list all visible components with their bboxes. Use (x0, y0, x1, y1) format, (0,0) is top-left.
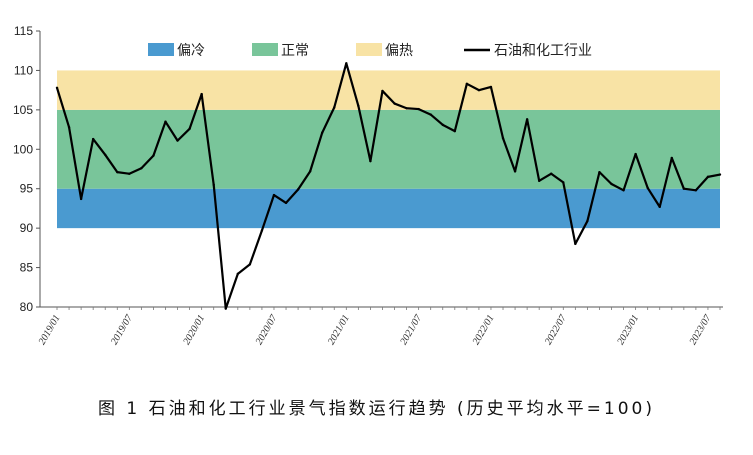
data-point (477, 88, 481, 92)
band-cold (57, 188, 720, 229)
legend: 偏冷 正常 偏热 石油和化工行业 (148, 43, 592, 59)
data-point (140, 167, 143, 170)
data-point (224, 307, 227, 310)
series-line (55, 62, 721, 310)
y-tick-label: 105 (13, 103, 33, 117)
data-point (104, 153, 107, 157)
data-point (188, 127, 191, 130)
chart-container: 80 85 90 95 100 105 110 115 2019/01 2019/07 2020/0… (13, 24, 723, 347)
data-point (381, 89, 384, 93)
data-point (284, 201, 288, 205)
x-tick-label: 2023/01 (615, 313, 641, 347)
x-tick-label: 2019/07 (109, 312, 135, 347)
data-point (55, 86, 59, 89)
y-tick-label: 95 (20, 182, 34, 196)
x-tick-label: 2021/01 (326, 313, 352, 347)
data-point (718, 173, 722, 176)
data-point (405, 107, 408, 110)
x-tick-label: 2019/01 (37, 313, 63, 347)
y-tick-label: 110 (14, 63, 33, 77)
data-point (91, 137, 95, 141)
x-tick-label: 2020/07 (254, 312, 280, 347)
data-point (236, 272, 240, 276)
data-point (429, 113, 432, 116)
data-point (176, 139, 179, 142)
data-point (393, 102, 396, 105)
data-point (67, 126, 71, 129)
data-point (212, 183, 215, 186)
data-point (501, 137, 505, 140)
y-tick-label: 115 (14, 24, 33, 38)
data-point (465, 82, 469, 86)
data-point (634, 152, 637, 156)
data-point (694, 189, 698, 192)
x-tick-label: 2022/01 (471, 313, 497, 347)
data-point (248, 263, 252, 266)
data-point (116, 170, 119, 174)
data-point (658, 205, 661, 209)
data-point (670, 156, 673, 160)
legend-label: 偏冷 (177, 43, 205, 59)
data-point (550, 172, 553, 175)
data-point (537, 179, 541, 183)
figure-caption: 图 1 石油和化工行业景气指数运行趋势 (历史平均水平=100) (98, 399, 655, 419)
legend-swatch-normal (252, 43, 278, 56)
data-point (164, 120, 167, 123)
data-point (152, 154, 155, 157)
data-point (610, 182, 613, 186)
data-point (296, 188, 300, 191)
data-point (345, 62, 348, 65)
data-point (441, 123, 444, 127)
band-hot (57, 70, 720, 110)
data-point (369, 159, 372, 163)
data-point (562, 181, 565, 184)
y-tick-label: 100 (13, 142, 33, 156)
y-tick-label: 85 (20, 261, 34, 275)
data-point (489, 85, 493, 89)
data-point (598, 170, 601, 174)
x-tick-label: 2020/01 (181, 313, 207, 347)
data-point (417, 107, 420, 111)
legend-label: 石油和化工行业 (494, 43, 592, 59)
data-point (574, 242, 577, 246)
data-point (200, 92, 203, 96)
y-tick-label: 80 (20, 300, 34, 314)
data-point (272, 193, 276, 197)
data-point (513, 170, 517, 173)
series-layer (55, 62, 722, 310)
legend-swatch-hot (356, 43, 382, 56)
data-point (646, 186, 649, 190)
data-point (706, 175, 710, 179)
data-point (79, 197, 83, 201)
y-tick-label: 90 (20, 221, 34, 235)
x-tick-label: 2023/07 (688, 312, 714, 347)
legend-label: 正常 (281, 43, 309, 59)
x-tick-label: 2021/07 (398, 312, 424, 347)
data-point (321, 131, 324, 134)
data-point (128, 172, 131, 175)
x-tick-label: 2022/07 (543, 312, 569, 347)
data-point (308, 170, 312, 173)
data-point (260, 229, 264, 232)
data-point (357, 104, 360, 108)
data-point (586, 219, 589, 223)
data-point (453, 129, 456, 133)
line-chart: 80 85 90 95 100 105 110 115 2019/01 2019/07 2020/0… (13, 24, 723, 347)
data-point (525, 118, 529, 121)
data-point (622, 189, 625, 192)
legend-swatch-cold (148, 43, 174, 56)
legend-label: 偏热 (385, 43, 413, 59)
data-point (682, 187, 686, 190)
data-point (333, 106, 336, 109)
